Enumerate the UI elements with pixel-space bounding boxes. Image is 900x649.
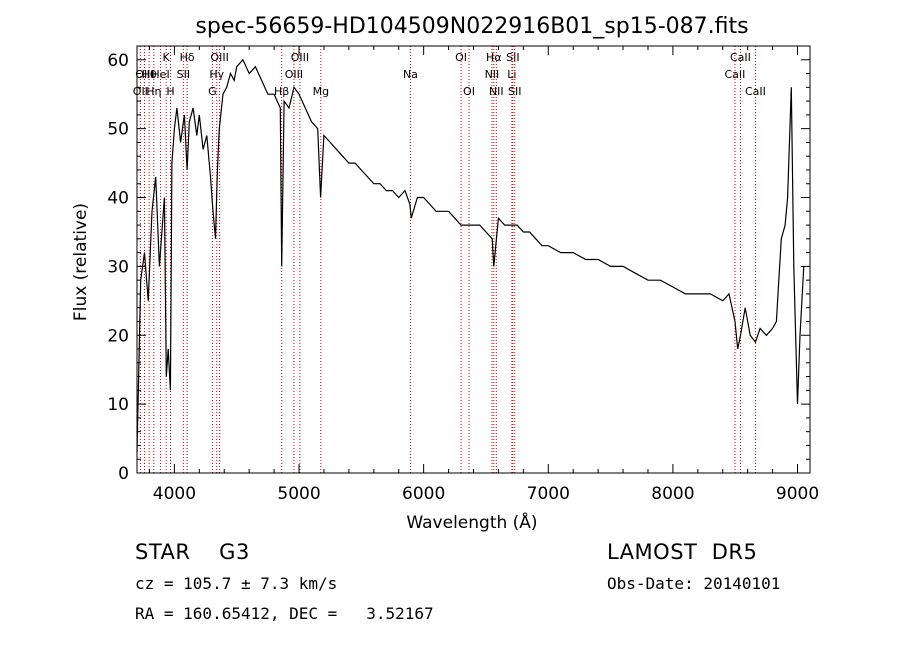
y-tick-label-4: 40 — [107, 189, 129, 209]
line-label-18: OI — [463, 85, 475, 98]
y-tick-label-2: 20 — [107, 326, 129, 346]
survey-name: LAMOST DR5 — [607, 540, 758, 564]
coordinates: RA = 160.65412, DEC = 3.52167 — [135, 604, 434, 623]
y-tick-label-1: 10 — [107, 395, 129, 415]
line-label-8: Hδ — [180, 51, 195, 64]
x-tick-label-1: 5000 — [277, 484, 320, 504]
x-axis: 4000 5000 6000 7000 8000 9000 — [148, 46, 819, 504]
line-label-25: CaII — [725, 68, 746, 81]
line-label-27: CaII — [745, 85, 766, 98]
y-tick-label-0: 0 — [118, 464, 129, 484]
x-axis-label: Wavelength (Å) — [406, 511, 537, 533]
chart-title: spec-56659-HD104509N022916B01_sp15-087.f… — [195, 14, 748, 39]
line-label-1: Hθ — [142, 68, 157, 81]
line-label-19: NII — [485, 68, 500, 81]
plot-frame — [136, 45, 811, 474]
x-tick-label-2: 6000 — [402, 484, 445, 504]
line-label-11: OIII — [210, 51, 228, 64]
line-label-7: SII — [177, 68, 190, 81]
y-tick-label-3: 30 — [107, 257, 129, 277]
line-label-12: Hβ — [274, 85, 289, 98]
line-label-23: SII — [506, 51, 519, 64]
line-label-10: Hγ — [209, 68, 224, 81]
line-label-21: NII — [489, 85, 504, 98]
line-label-4: Hη — [146, 85, 161, 98]
line-label-13: OIII — [285, 68, 303, 81]
redshift-velocity: cz = 105.7 ± 7.3 km/s — [135, 574, 338, 593]
x-tick-label-3: 7000 — [527, 484, 570, 504]
line-label-3: HeI — [151, 68, 169, 81]
line-label-22: Li — [507, 68, 516, 81]
line-label-24: SII — [508, 85, 521, 98]
y-axis-label: Flux (relative) — [71, 203, 91, 321]
line-label-14: OIII — [291, 51, 309, 64]
line-label-9: G — [208, 85, 217, 98]
y-tick-label-5: 50 — [107, 120, 129, 140]
line-label-20: Hα — [486, 51, 502, 64]
spectral-line-markers: OIIHθOIIIHeIHηKHSIIHδGHγOIIIHβOIIIOIIIMg… — [133, 46, 766, 473]
line-label-26: CaII — [730, 51, 751, 64]
x-tick-label-5: 9000 — [776, 484, 819, 504]
line-label-16: Na — [403, 68, 418, 81]
spectrum-line — [136, 58, 805, 453]
line-label-15: Mg — [313, 85, 329, 98]
x-tick-label-4: 8000 — [651, 484, 694, 504]
y-axis: 0 10 20 30 40 50 60 — [107, 45, 810, 484]
line-label-6: H — [166, 85, 174, 98]
object-class: STAR G3 — [135, 540, 250, 564]
y-tick-label-6: 60 — [107, 51, 129, 71]
line-label-5: K — [163, 51, 171, 64]
line-label-17: OI — [455, 51, 467, 64]
x-tick-label-0: 4000 — [153, 484, 196, 504]
observation-date: Obs-Date: 20140101 — [607, 574, 781, 593]
line-label-2: OIII — [135, 68, 153, 81]
